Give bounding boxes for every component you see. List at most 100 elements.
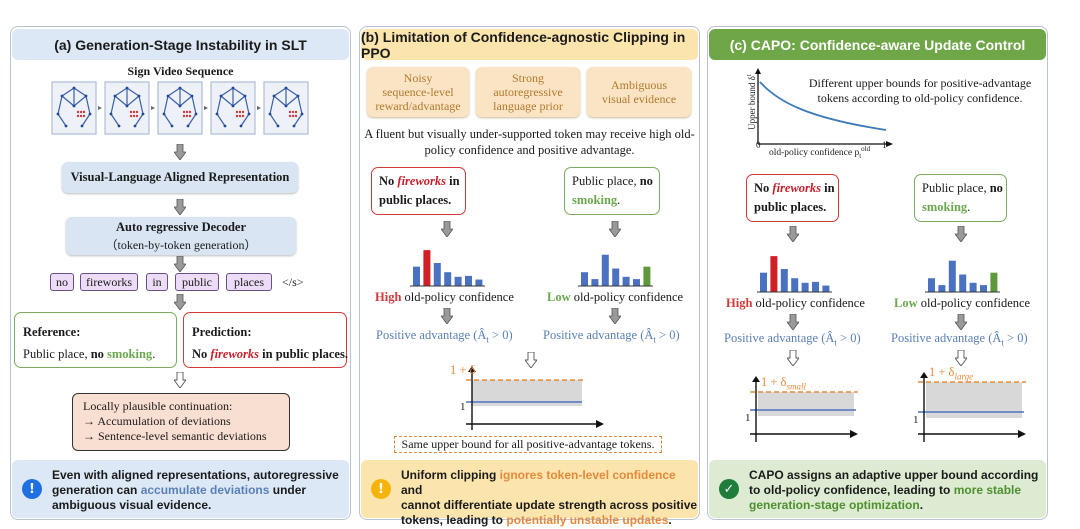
aligned-representation-label: Visual-Language Aligned Representation	[70, 170, 290, 184]
c-right-advantage: Positive advantage (Ât > 0)	[891, 331, 1028, 348]
info-alert-icon: !	[22, 479, 42, 499]
footer-b-l1-post: and	[401, 483, 423, 497]
down-arrow-icon	[609, 221, 621, 237]
b-clip-diagram	[466, 366, 604, 430]
b-left-l2: public places.	[379, 193, 452, 207]
footer-b-line1: Uniform clipping ignores token-level con…	[401, 468, 698, 498]
c-right-adv-sub: t	[1001, 337, 1004, 348]
factor-strong-l1: Strong	[511, 71, 544, 85]
c-right-end: .	[967, 200, 971, 214]
prediction-box: Prediction: No fireworks in public place…	[183, 312, 348, 368]
down-arrow-icon	[609, 308, 621, 324]
factor-ambiguous-l1: Ambiguous	[610, 78, 667, 92]
b-left-confidence: High old-policy confidence	[375, 290, 514, 305]
factor-noisy-l1: Noisy	[403, 71, 433, 85]
histogram-bar	[928, 278, 935, 292]
c-left-pre: No	[754, 181, 773, 195]
sign-video-frames	[51, 81, 309, 135]
panel-a-header: (a) Generation-Stage Instability in SLT	[12, 29, 349, 60]
b-right-adv-sub: t	[653, 334, 656, 345]
factor-noisy: Noisy sequence-level reward/advantage	[367, 67, 469, 117]
histogram-bar	[959, 274, 967, 292]
b-right-adv-end: > 0)	[655, 328, 680, 342]
down-arrow-icon	[787, 350, 799, 366]
decoder-subtitle: （token-by-token generation）	[105, 238, 257, 252]
token-places: places	[226, 273, 272, 291]
histogram-bar	[822, 285, 830, 292]
b-right-advantage: Positive advantage (Ât > 0)	[543, 328, 680, 345]
c-right-l2: smoking.	[922, 198, 1006, 217]
c-bound-small-sub: small	[786, 381, 806, 392]
histogram-bar	[423, 250, 431, 286]
histogram-bar	[770, 256, 778, 292]
c-curve-xlabel: old-policy confidence ptold	[769, 145, 870, 160]
histogram-bar	[643, 266, 651, 286]
c-confidence-curve	[755, 68, 893, 147]
c-curve-xlabel-sup: old	[861, 145, 871, 153]
c-right-histogram	[925, 260, 1000, 293]
b-right-sentence-box: Public place, no smoking.	[564, 167, 660, 215]
panel-a-footer: ! Even with aligned representations, aut…	[12, 460, 349, 518]
c-left-adv-sub: t	[834, 337, 837, 348]
down-arrow-icon	[174, 199, 186, 215]
down-arrow-icon	[174, 144, 186, 160]
c-left-l2: public places.	[754, 200, 827, 214]
b-left-conf-rest: old-policy confidence	[401, 290, 514, 304]
c-clip-large-diagram	[918, 372, 1026, 442]
c-tick-0: 0	[756, 140, 761, 150]
footer-b-line3: tokens, leading to potentially unstable …	[401, 513, 698, 528]
b-left-advantage: Positive advantage (Ât > 0)	[376, 328, 513, 345]
b-left-conf-hl: High	[375, 290, 402, 304]
footer-c-l3-hl: generation-stage optimization	[749, 498, 920, 512]
histogram-bar	[433, 263, 441, 286]
b-left-red: fireworks	[397, 174, 447, 188]
b-left-post: in	[446, 174, 460, 188]
c-right-bold: no	[989, 181, 1003, 195]
c-left-confidence: High old-policy confidence	[726, 296, 865, 311]
token-in: in	[146, 273, 168, 291]
b-right-conf-hl: Low	[547, 290, 571, 304]
histogram-bar	[465, 275, 472, 286]
factor-noisy-l3: reward/advantage	[375, 99, 461, 113]
footer-a-l2-post: under	[269, 483, 307, 497]
footer-c-l2-pre: to old-policy confidence, leading to	[749, 483, 954, 497]
histogram-bar	[780, 269, 788, 292]
sign-video-label: Sign Video Sequence	[127, 64, 234, 78]
footer-a-line3: ambiguous visual evidence.	[52, 498, 212, 512]
footer-c-line3: generation-stage optimization.	[749, 498, 1038, 513]
footer-a-line2: generation can accumulate deviations und…	[52, 483, 339, 498]
histogram-bar	[612, 268, 620, 286]
c-left-adv: Positive advantage (Â	[724, 331, 835, 345]
c-right-adv: Positive advantage (Â	[891, 331, 1002, 345]
token-eos: </s>	[282, 275, 304, 289]
c-curve-ylabel: Upper bound δt	[745, 57, 757, 147]
c-right-sentence-box: Public place, no smoking.	[914, 174, 1007, 222]
down-arrow-icon	[441, 308, 453, 324]
panel-b-description: A fluent but visually under-supported to…	[361, 126, 698, 158]
prediction-text: No fireworks in public places.	[192, 347, 348, 362]
footer-c-line1: CAPO assigns an adaptive upper bound acc…	[749, 468, 1039, 482]
down-arrow-icon	[955, 350, 967, 366]
c-left-conf-hl: High	[726, 296, 753, 310]
histogram-bar	[791, 278, 799, 292]
c-curve-ylabel-sub: t	[745, 74, 753, 77]
c-clip-small-diagram	[750, 376, 858, 442]
c-left-l1: No fireworks in	[754, 179, 838, 198]
b-bound-label: 1 + δ	[450, 363, 476, 377]
c-right-confidence: Low old-policy confidence	[894, 296, 1030, 311]
footer-b-l1-pre: Uniform clipping	[401, 468, 500, 482]
panel-b-footer-text: Uniform clipping ignores token-level con…	[401, 468, 698, 528]
b-left-adv-end: > 0)	[488, 328, 513, 342]
plausible-item-1: → Accumulation of deviations	[83, 414, 231, 428]
panel-b-footer: ! Uniform clipping ignores token-level c…	[361, 460, 698, 527]
b-y-axis-head	[468, 366, 476, 372]
histogram-bar	[413, 266, 420, 286]
panel-a-title: (a) Generation-Stage Instability in SLT	[54, 36, 307, 53]
factor-ambiguous-l2: visual evidence	[601, 92, 677, 106]
panel-c-footer: ✓ CAPO assigns an adaptive upper bound a…	[709, 460, 1046, 518]
reference-title: Reference:	[23, 325, 81, 339]
prediction-title: Prediction:	[192, 325, 252, 339]
panel-b-title: (b) Limitation of Confidence-agnostic Cl…	[361, 28, 686, 61]
c-curve-description: Different upper bounds for positive-adva…	[802, 76, 1038, 106]
warning-alert-icon: !	[371, 479, 391, 499]
